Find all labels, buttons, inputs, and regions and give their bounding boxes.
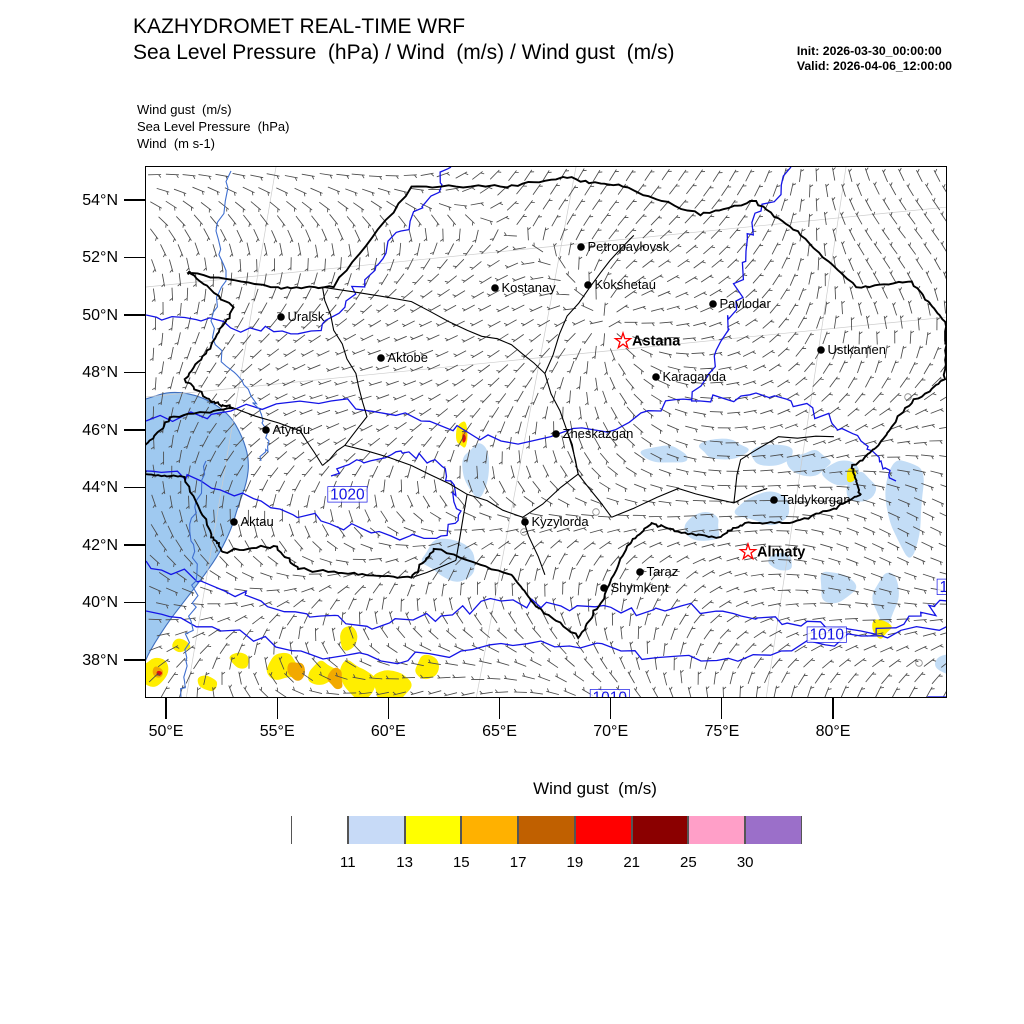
svg-text:1010: 1010 (809, 627, 844, 644)
svg-text:Shymkent: Shymkent (611, 580, 669, 595)
svg-text:Petropavlovsk: Petropavlovsk (588, 239, 670, 254)
svg-text:1010: 1010 (939, 579, 947, 596)
svg-text:Kokshetau: Kokshetau (595, 277, 656, 292)
svg-text:Zheskazgan: Zheskazgan (563, 426, 634, 441)
svg-text:Kyzylorda: Kyzylorda (532, 514, 590, 529)
svg-text:1010: 1010 (930, 696, 947, 698)
svg-text:Pavlodar: Pavlodar (720, 296, 772, 311)
svg-text:1010: 1010 (593, 689, 628, 698)
svg-text:Aktobe: Aktobe (388, 350, 428, 365)
svg-text:Karaganda: Karaganda (663, 369, 727, 384)
svg-text:Almaty: Almaty (757, 545, 805, 561)
svg-text:Atyrau: Atyrau (273, 422, 311, 437)
svg-text:Astana: Astana (632, 334, 681, 350)
svg-text:Kostanay: Kostanay (502, 280, 557, 295)
svg-text:1020: 1020 (330, 486, 365, 503)
svg-text:Taldykorgan: Taldykorgan (781, 492, 851, 507)
svg-text:Ustkamen: Ustkamen (828, 342, 887, 357)
svg-text:Aktau: Aktau (241, 514, 274, 529)
svg-text:Uralsk: Uralsk (288, 309, 325, 324)
svg-text:Taraz: Taraz (647, 564, 679, 579)
